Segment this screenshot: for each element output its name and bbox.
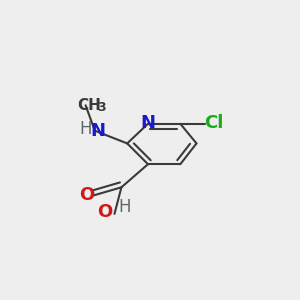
Text: Cl: Cl [204,114,223,132]
Text: O: O [97,202,112,220]
Text: 3: 3 [98,101,106,114]
Text: N: N [90,122,105,140]
Text: H: H [118,198,131,216]
Text: N: N [140,114,155,132]
Text: H: H [80,120,92,138]
Text: CH: CH [77,98,101,113]
Text: O: O [79,186,94,204]
